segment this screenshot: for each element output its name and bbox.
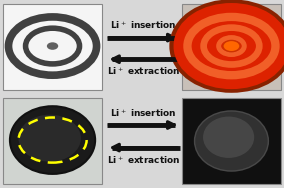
Text: Li$^+$ insertion: Li$^+$ insertion: [110, 20, 177, 31]
FancyBboxPatch shape: [3, 4, 102, 90]
FancyBboxPatch shape: [3, 98, 102, 184]
Text: Li$^+$ insertion: Li$^+$ insertion: [110, 107, 177, 119]
Ellipse shape: [10, 106, 95, 174]
Circle shape: [47, 42, 58, 50]
Text: Li$^+$ extraction: Li$^+$ extraction: [107, 66, 180, 77]
Ellipse shape: [18, 115, 81, 162]
Circle shape: [199, 24, 264, 68]
Circle shape: [223, 40, 240, 52]
Circle shape: [214, 34, 249, 58]
Text: Li$^+$ extraction: Li$^+$ extraction: [107, 154, 180, 166]
Ellipse shape: [195, 111, 268, 171]
FancyBboxPatch shape: [182, 4, 281, 90]
Ellipse shape: [203, 117, 254, 158]
FancyBboxPatch shape: [182, 98, 281, 184]
Circle shape: [182, 14, 281, 79]
